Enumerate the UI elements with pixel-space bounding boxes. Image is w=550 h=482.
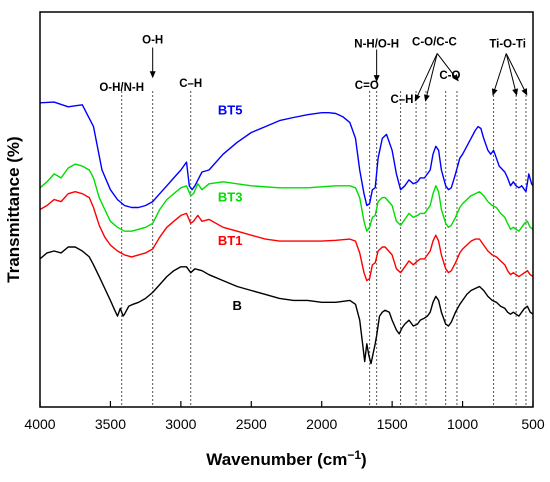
y-axis-title: Transmittance (%) — [4, 136, 23, 282]
peak-annotation: O-H — [142, 35, 163, 47]
x-tick-label: 3000 — [165, 416, 196, 432]
x-axis-title-close: ) — [361, 450, 367, 469]
plot-frame — [39, 11, 534, 408]
series-label-bt1: BT1 — [218, 233, 243, 248]
peak-annotation: C–H — [179, 78, 202, 90]
annotation-arrow — [505, 53, 519, 96]
series-label-bt5: BT5 — [218, 103, 243, 118]
series-line-bt5 — [39, 101, 534, 209]
x-axis-title-superscript: −1 — [347, 448, 361, 462]
annotation-arrow — [505, 53, 528, 96]
series-line-bt3 — [39, 163, 534, 232]
series-label-b: B — [233, 298, 242, 313]
annotation-arrow — [491, 53, 507, 96]
reference-lines — [121, 91, 527, 407]
annotations: O-H/N-H O-H C–H C=O N-H/O-H C–H C-O/C-C C-O Ti-O… — [99, 35, 526, 106]
peak-annotation: C-O — [439, 70, 460, 82]
x-tick-label: 500 — [521, 416, 545, 432]
x-tick-label: 2500 — [236, 416, 267, 432]
peak-annotation: Ti-O-Ti — [489, 39, 526, 51]
annotation-arrows — [149, 47, 528, 102]
peak-annotation: O-H/N-H — [99, 82, 144, 94]
annotation-arrow — [436, 53, 459, 82]
annotation-arrow — [423, 53, 438, 102]
peak-annotation: C-O/C-C — [412, 37, 457, 49]
annotation-arrow — [414, 53, 438, 102]
x-tick-label: 4000 — [24, 416, 55, 432]
series-line-b — [39, 246, 534, 365]
series-line-bt1 — [39, 191, 534, 282]
x-axis-ticks: 4000 3500 3000 2500 2000 1500 1000 500 — [24, 401, 545, 432]
series-label-bt3: BT3 — [218, 190, 243, 205]
peak-annotation: C–H — [390, 94, 413, 106]
peak-annotation: C=O — [355, 80, 379, 92]
x-tick-label: 2000 — [306, 416, 337, 432]
x-tick-label: 3500 — [95, 416, 126, 432]
series-layer — [39, 101, 534, 365]
x-axis-title: Wavenumber (cm−1) — [206, 448, 366, 469]
x-tick-label: 1000 — [447, 416, 478, 432]
x-tick-label: 1500 — [377, 416, 408, 432]
peak-annotation: N-H/O-H — [354, 39, 399, 51]
series-labels: BT5 BT3 BT1 B — [218, 103, 243, 314]
